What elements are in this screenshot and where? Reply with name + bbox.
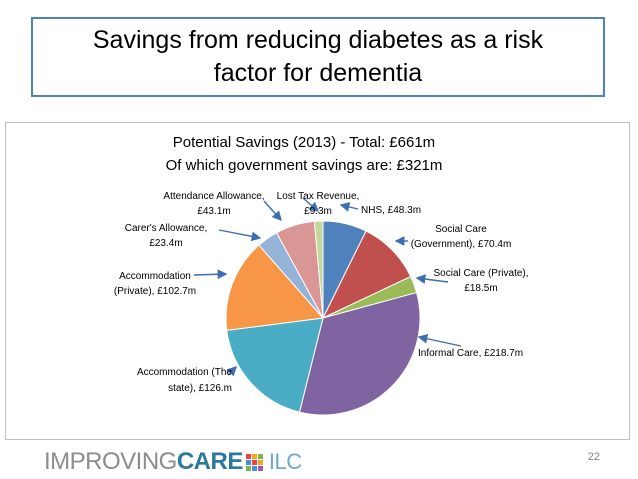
slide-title-box: Savings from reducing diabetes as a risk… — [31, 17, 605, 97]
logo-text-improving: IMPROVING — [44, 448, 177, 475]
logo-grid-square — [251, 453, 257, 459]
label-arrow — [415, 274, 449, 284]
logo-grid-square — [257, 453, 263, 459]
slice-label: Accommodation (The — [137, 367, 232, 378]
improving-care-logo: IMPROVING CARE ILC — [44, 448, 302, 476]
logo-text-ilc: ILC — [268, 449, 302, 474]
slice-label: Lost Tax Revenue, — [277, 191, 360, 202]
slice-label: Carer's Allowance, — [125, 223, 208, 234]
logo-grid-square — [251, 459, 257, 465]
label-arrow — [193, 269, 228, 280]
label-arrow — [218, 229, 262, 242]
logo-grid-square — [245, 465, 251, 471]
logo-grid-square — [257, 459, 263, 465]
slide-title: Savings from reducing diabetes as a risk… — [92, 26, 544, 87]
slice-label: Social Care — [435, 224, 487, 235]
footer: IMPROVING CARE ILC 22 — [0, 441, 638, 479]
logo-grid-square — [251, 465, 257, 471]
slice-label: Attendance Allowance, — [163, 191, 264, 202]
label-arrow — [263, 200, 282, 222]
logo-text-care: CARE — [176, 448, 244, 475]
chart-title-line: Of which government savings are: £321m — [166, 157, 443, 174]
slice-label: NHS, £48.3m — [361, 205, 421, 216]
pie-chart-frame: Potential Savings (2013) - Total: £661m O… — [5, 122, 630, 440]
label-arrow — [339, 202, 359, 212]
page-number: 22 — [587, 451, 600, 463]
pie-slices — [225, 220, 421, 416]
pie-slice-lost-tax-revenue — [313, 220, 324, 319]
pie-slice-informal-care — [298, 291, 421, 416]
slice-label: £9.3m — [304, 206, 332, 217]
slice-label: state), £126.m — [168, 383, 232, 394]
pie-slice-accommodation-the-state — [226, 317, 324, 413]
pie-chart: Potential Savings (2013) - Total: £661m O… — [114, 134, 529, 416]
chart-title-line: Potential Savings (2013) - Total: £661m — [173, 134, 435, 151]
slice-label: Informal Care, £218.7m — [418, 348, 523, 359]
slice-label: £18.5m — [464, 283, 497, 294]
label-arrow — [417, 333, 462, 347]
logo-grid-icon — [245, 453, 263, 471]
label-arrow — [302, 197, 320, 212]
slice-label: (Private), £102.7m — [114, 286, 196, 297]
pie-slice-accommodation-private — [225, 244, 324, 331]
slice-label: (Government), £70.4m — [411, 239, 512, 250]
label-arrow — [226, 366, 237, 377]
logo-grid-square — [257, 465, 263, 471]
slice-label: £43.1m — [197, 206, 230, 217]
logo-grid-square — [245, 459, 251, 465]
pie-labels: NHS, £48.3m Social Care (Government), £70.… — [114, 191, 529, 394]
slice-label: Accommodation — [119, 271, 191, 282]
slice-label: £23.4m — [149, 238, 182, 249]
slice-label: Social Care (Private), — [433, 268, 528, 279]
logo-grid-square — [245, 453, 251, 459]
